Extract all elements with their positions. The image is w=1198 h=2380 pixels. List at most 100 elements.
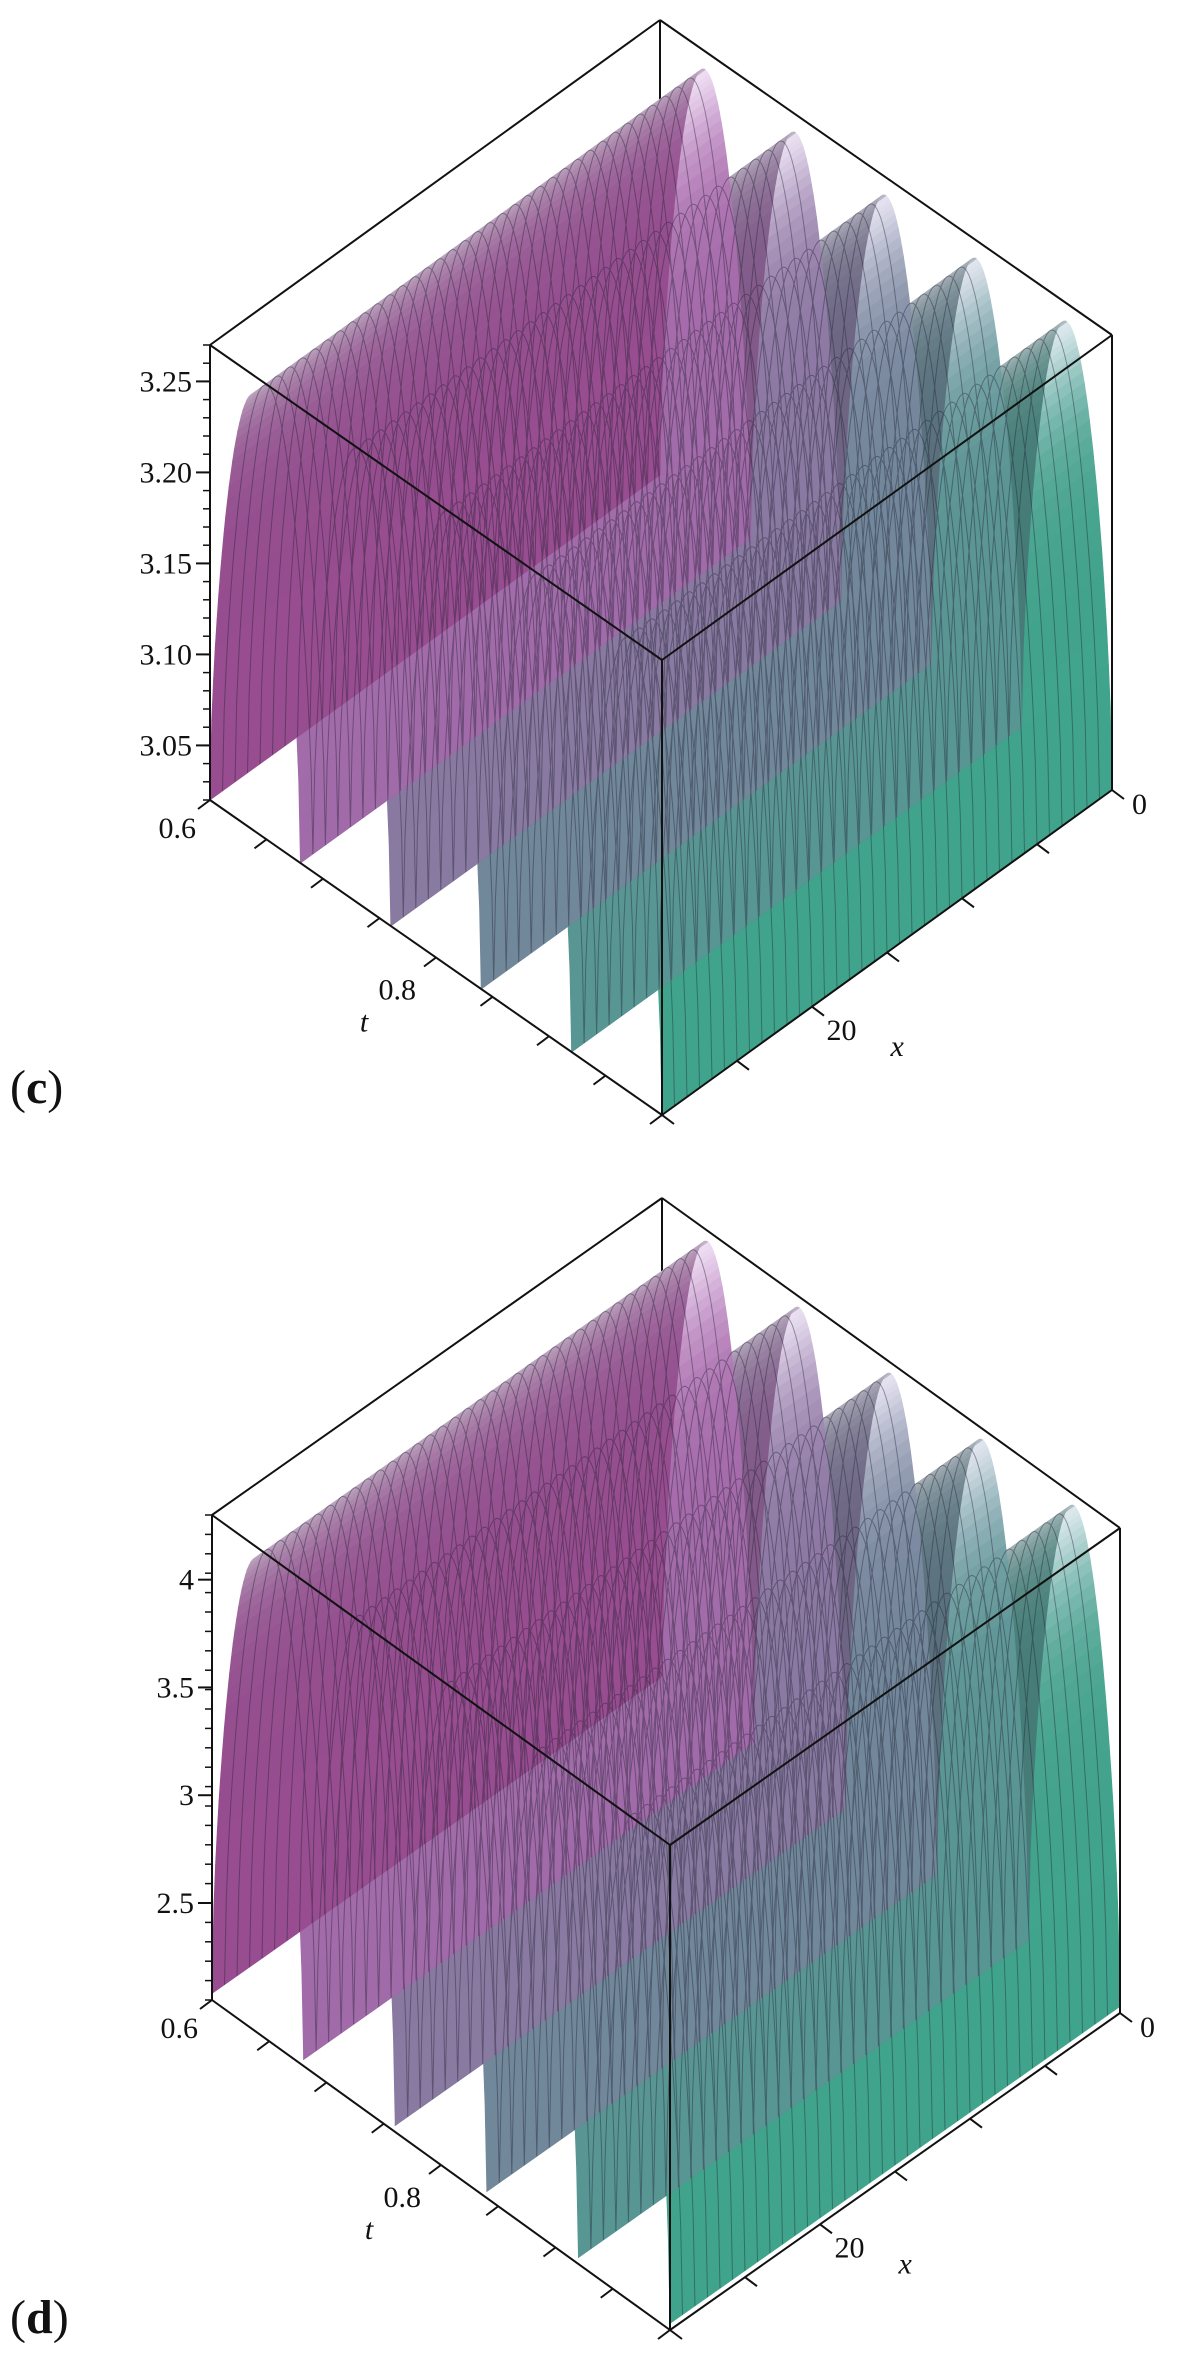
grid-line: [449, 1390, 908, 2157]
grid-line: [586, 1293, 1046, 2060]
x-tick: [744, 2276, 758, 2287]
t-tick: [600, 2287, 614, 2299]
grid-line: [572, 131, 1025, 854]
grid-line: [609, 104, 1063, 827]
grid-line: [484, 194, 938, 917]
grid-line: [324, 1478, 783, 2245]
grid-line: [559, 140, 1013, 863]
z-tick-label: 2.5: [157, 1887, 195, 1920]
grid-line: [261, 1522, 721, 2289]
t-tick: [256, 2040, 270, 2052]
z-tick-label: 3.05: [140, 729, 193, 762]
t-axis-label: t: [365, 2213, 374, 2246]
grid-line: [336, 1469, 796, 2236]
grid-line: [649, 1249, 1108, 2016]
grid-line: [347, 294, 800, 1016]
grid-line: [511, 1346, 971, 2113]
x-tick: [736, 1060, 750, 1071]
z-tick-label: 3.10: [140, 638, 193, 671]
grid-line: [311, 1487, 771, 2254]
surface-grid: [224, 1249, 1108, 2315]
z-tick-label: 3.5: [157, 1671, 195, 1704]
surface-plot-c: 3.05 3.10 3.15 3.20 3.25 0.6 0.8 t 0 20 x: [140, 19, 1147, 1125]
grid-line: [547, 149, 1000, 872]
grid-line: [636, 1258, 1096, 2025]
grid-line: [274, 1513, 733, 2280]
z-tick-label: 4: [179, 1564, 194, 1597]
t-axis-label: t: [360, 1006, 369, 1039]
grid-line: [611, 1275, 1071, 2042]
grid-line: [549, 1319, 1008, 2086]
surface-strip: [209, 394, 663, 801]
surface-strips: [209, 68, 1113, 1116]
z-tick-label: 3.20: [140, 456, 193, 489]
grid-line: [486, 1363, 946, 2130]
grid-line: [309, 321, 763, 1043]
box-edge: [209, 344, 663, 661]
x-axis: 0 20 x: [669, 2011, 1155, 2340]
t-tick: [657, 2329, 671, 2340]
panel-c: 3.05 3.10 3.15 3.20 3.25 0.6 0.8 t 0 20 x (c): [10, 19, 1147, 1125]
surface-group: 2.5 3 3.5 4 0.6 0.8 t 0 20 x: [157, 1197, 1155, 2340]
grid-line: [447, 221, 900, 944]
grid-line: [424, 1407, 883, 2174]
z-ticks: 2.5 3 3.5 4: [157, 1514, 212, 2001]
grid-line: [272, 348, 725, 1070]
x-axis-label: x: [890, 1030, 905, 1063]
grid-line: [409, 248, 863, 971]
surface-grid: [222, 77, 1100, 1107]
grid-line: [461, 1381, 921, 2148]
grid-line: [386, 1434, 846, 2201]
x-tick-label: 0: [1140, 2011, 1155, 2044]
grid-line: [361, 1451, 821, 2218]
t-tick: [649, 1114, 663, 1125]
grid-line: [534, 158, 988, 881]
x-tick: [894, 2170, 908, 2182]
box-edge: [659, 19, 1113, 336]
surface-plot-d: 2.5 3 3.5 4 0.6 0.8 t 0 20 x: [157, 1197, 1155, 2340]
x-axis-label: x: [898, 2247, 913, 2280]
grid-line: [561, 1310, 1021, 2078]
grid-line: [597, 113, 1050, 836]
panel-label-d: (d): [10, 2291, 69, 2344]
grid-line: [647, 77, 1100, 800]
box-edge: [661, 334, 1113, 661]
t-tick: [536, 1035, 550, 1047]
t-tick: [197, 799, 211, 810]
grid-line: [224, 1548, 683, 2315]
grid-line: [624, 1266, 1083, 2034]
t-tick: [479, 996, 494, 1007]
t-tick-label: 0.6: [161, 2012, 199, 2045]
grid-line: [497, 185, 950, 908]
grid-line: [234, 375, 688, 1097]
grid-line: [434, 230, 888, 953]
grid-line: [411, 1416, 871, 2183]
t-tick: [542, 2246, 557, 2258]
t-tick-label: 0.8: [384, 2181, 422, 2214]
t-tick-label: 0.8: [379, 974, 417, 1007]
t-tick: [253, 838, 268, 850]
t-axis: 0.6 0.8 t: [161, 1999, 671, 2340]
x-tick: [1111, 789, 1125, 800]
t-tick: [310, 877, 324, 889]
panel-label-c: (c): [10, 1061, 64, 1114]
surface-strips: [211, 1240, 1121, 2325]
x-tick: [969, 2117, 983, 2129]
grid-line: [349, 1460, 808, 2227]
grid-line: [622, 95, 1075, 818]
grid-line: [524, 1337, 983, 2104]
grid-line: [249, 1531, 708, 2298]
z-ticks: 3.05 3.10 3.15 3.20 3.25: [140, 344, 210, 801]
grid-line: [286, 1504, 746, 2271]
surface-group: 3.05 3.10 3.15 3.20 3.25 0.6 0.8 t 0 20 x: [140, 19, 1147, 1125]
t-tick: [313, 2081, 328, 2093]
grid-line: [236, 1539, 696, 2306]
t-axis: 0.6 0.8 t: [159, 799, 663, 1125]
t-tick: [485, 2205, 499, 2217]
x-tick: [1119, 2012, 1133, 2023]
grid-line: [459, 212, 913, 935]
x-tick: [1044, 2065, 1058, 2076]
x-tick: [669, 2329, 683, 2340]
grid-line: [422, 239, 875, 962]
grid-line: [584, 122, 1038, 845]
